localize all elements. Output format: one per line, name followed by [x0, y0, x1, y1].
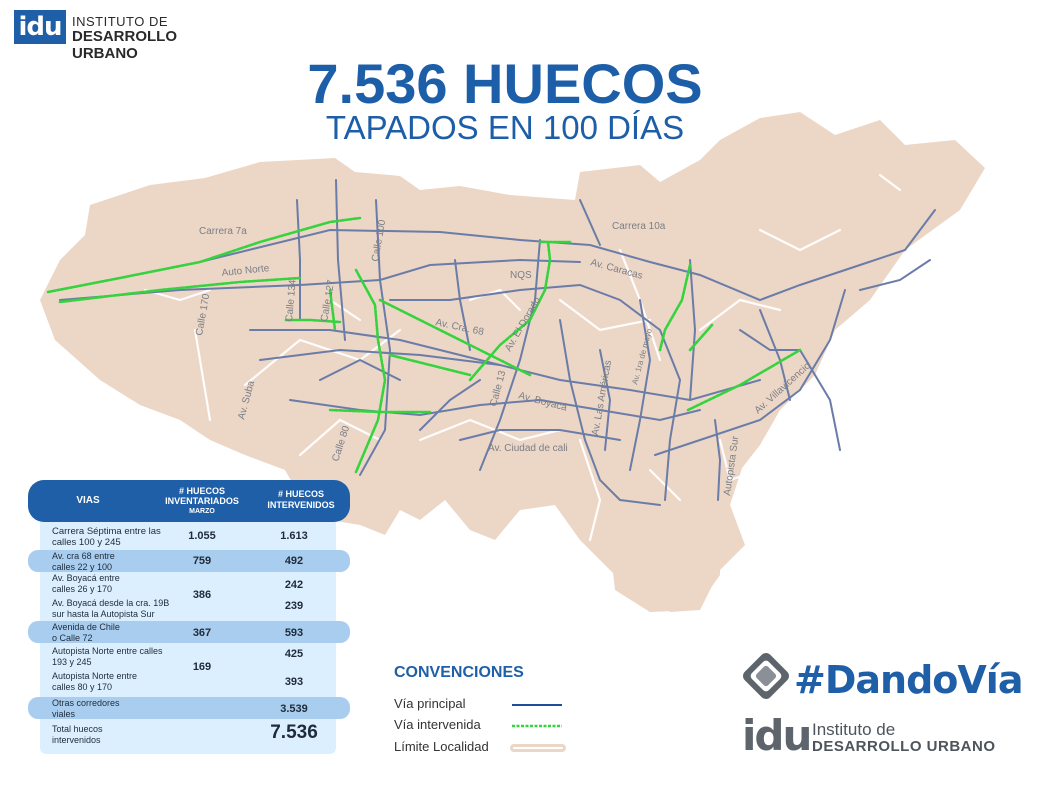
- row-intervenidos: 1.613: [280, 530, 308, 542]
- logo-line2: DESARROLLO URBANO: [72, 28, 177, 62]
- main-subtitle: TAPADOS EN 100 DÍAS: [325, 109, 685, 146]
- row-band: [28, 697, 350, 719]
- hashtag-part-a: #Dando: [794, 658, 958, 702]
- map-label: Auto Norte: [221, 263, 270, 279]
- dando-via-hashtag: #DandoVía: [794, 658, 1023, 702]
- map-label: Carrera 10a: [612, 221, 666, 232]
- map-label: NQS: [510, 270, 532, 281]
- idu-logo-mark: idu: [14, 10, 66, 44]
- row-band: [28, 550, 350, 572]
- row-inventariados: 169: [192, 661, 212, 673]
- locality-limits: [143, 173, 902, 542]
- header-intervenidos: # HUECOS INTERVENIDOS: [267, 489, 335, 510]
- main-title: 7.536 HUECOS: [307, 52, 703, 115]
- row-via: Av. cra 68 entre calles 22 y 100: [52, 551, 115, 572]
- row-intervenidos: 593: [284, 627, 304, 639]
- row-band: [28, 621, 350, 643]
- row-via: Otras corredores viales: [52, 698, 120, 719]
- idu-logo-mark-large: idu: [742, 711, 812, 760]
- idu-logo-bottom: idu Instituto de DESARROLLO URBANO: [742, 714, 1002, 764]
- table-header: VIAS # HUECOS INVENTARIADOS MARZO # HUEC…: [28, 480, 350, 522]
- row-inventariados: 759: [192, 555, 212, 567]
- row-via: Avenida de Chile o Calle 72: [52, 622, 120, 643]
- legend-label: Límite Localidad: [394, 739, 489, 754]
- footer-logo-line2: DESARROLLO URBANO: [812, 738, 996, 755]
- map-label: Calle 134: [284, 279, 299, 322]
- idu-logo-top: idu INSTITUTO DE DESARROLLO URBANO: [14, 10, 244, 62]
- row-intervenidos: 242: [284, 579, 304, 591]
- potholes-table: VIAS # HUECOS INVENTARIADOS MARZO # HUEC…: [28, 480, 350, 756]
- row-via: Av. Boyacá entre calles 26 y 170: [52, 573, 120, 594]
- row-via: Autopista Norte entre calles 80 y 170: [52, 671, 138, 692]
- map-label: Carrera 7a: [199, 226, 247, 237]
- row-inventariados: 367: [192, 627, 212, 639]
- map-legend: CONVENCIONES Vía principal Vía interveni…: [394, 664, 574, 764]
- row-via: Carrera Séptima entre las calles 100 y 2…: [52, 526, 161, 548]
- row-intervenidos: 239: [284, 600, 304, 612]
- hashtag-part-b: Vía: [957, 658, 1023, 702]
- row-intervenidos: 425: [284, 648, 304, 660]
- row-intervenidos: 492: [284, 555, 304, 567]
- legend-label: Vía intervenida: [394, 717, 481, 732]
- row-intervenidos: 3.539: [280, 703, 308, 715]
- legend-label: Vía principal: [394, 696, 466, 711]
- total-intervenidos: 7.536: [270, 722, 318, 743]
- row-inventariados: 1.055: [188, 530, 216, 542]
- map-label: Av. Ciudad de cali: [488, 443, 568, 454]
- row-via: Total huecos intervenidos: [52, 724, 103, 745]
- legend-title: CONVENCIONES: [394, 664, 524, 681]
- logo-line1: INSTITUTO DE: [72, 14, 169, 29]
- row-inventariados: 386: [192, 589, 212, 601]
- header-inventariados-sub: MARZO: [189, 508, 215, 515]
- row-via: Av. Boyacá desde la cra. 19B sur hasta l…: [52, 598, 170, 619]
- intervened-roads: [46, 216, 802, 474]
- legend-swatches: [510, 704, 566, 752]
- dando-via-brand: #DandoVía: [740, 648, 1023, 708]
- header-inventariados: # HUECOS INVENTARIADOS: [165, 486, 239, 506]
- row-intervenidos: 393: [284, 676, 304, 688]
- header-vias: VIAS: [76, 495, 100, 506]
- row-via: Autopista Norte entre calles 193 y 245: [52, 646, 163, 667]
- dando-via-icon: [743, 653, 789, 699]
- footer-logo-line1: Instituto de: [812, 720, 896, 739]
